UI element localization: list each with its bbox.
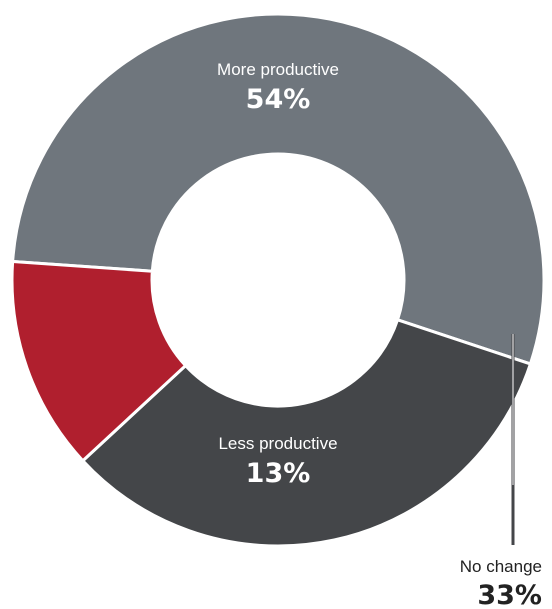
slice-value-less-productive: 13% bbox=[246, 458, 311, 489]
slice-label-more-productive: More productive bbox=[217, 60, 339, 79]
slice-label-less-productive: Less productive bbox=[218, 434, 337, 453]
slices-group bbox=[10, 12, 546, 548]
slice-value-no-change: 33% bbox=[477, 580, 542, 609]
slice-more-productive bbox=[11, 12, 546, 366]
slice-less-productive bbox=[10, 259, 188, 463]
slice-label-no-change: No change bbox=[460, 557, 542, 576]
slice-value-more-productive: 54% bbox=[246, 84, 311, 115]
slice-no-change bbox=[81, 318, 532, 548]
